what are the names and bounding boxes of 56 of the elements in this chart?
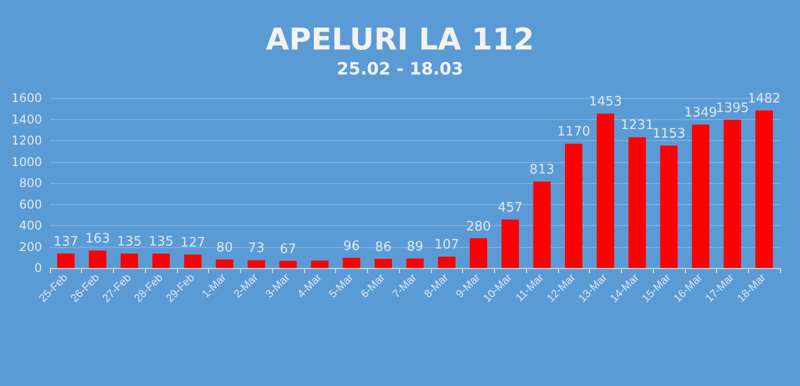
bar [279, 260, 297, 268]
bar [533, 182, 551, 268]
data-label: 813 [530, 162, 554, 178]
y-tick-label: 800 [19, 176, 42, 190]
data-label: 280 [466, 219, 491, 234]
bar [660, 145, 678, 268]
data-label: 137 [53, 234, 78, 250]
y-tick-label: 0 [34, 261, 42, 275]
chart-title: APELURI LA 112 [266, 22, 534, 58]
y-tick-label: 600 [19, 197, 42, 212]
chart-subtitle: 25.02 - 18.03 [336, 60, 464, 80]
data-label: 73 [248, 241, 265, 256]
data-label: 457 [498, 200, 523, 216]
y-tick-label: 1400 [11, 112, 42, 126]
data-label: 80 [216, 240, 233, 256]
bar [724, 120, 742, 268]
y-tick-label: 200 [19, 240, 42, 254]
data-label: 1482 [748, 92, 781, 107]
y-tick-label: 1200 [11, 134, 42, 148]
data-label: 127 [180, 236, 206, 251]
bar [152, 254, 170, 268]
bar [406, 258, 424, 268]
bar [438, 256, 456, 268]
data-label: 135 [148, 234, 174, 250]
data-label: 1349 [684, 106, 718, 121]
y-tick-label: 1600 [11, 91, 42, 105]
data-label: 1170 [557, 124, 590, 140]
bar [88, 250, 106, 268]
bar [311, 260, 329, 268]
bar [596, 114, 614, 268]
bar [57, 253, 75, 268]
data-label: 96 [343, 238, 360, 254]
y-tick-label: 400 [19, 218, 42, 232]
data-label: 135 [116, 234, 142, 250]
data-label: 1453 [588, 94, 622, 110]
bar [564, 144, 582, 268]
data-label: 1231 [620, 118, 654, 134]
data-label: 89 [406, 240, 424, 255]
bar [692, 124, 710, 268]
data-label: 1395 [716, 100, 749, 116]
bar [374, 258, 392, 268]
bar [628, 137, 646, 268]
bar [120, 254, 138, 268]
bar [755, 110, 773, 268]
data-label: 163 [85, 232, 110, 247]
data-label: 107 [434, 238, 460, 253]
data-label: 86 [374, 240, 392, 255]
bar [216, 260, 234, 268]
bar [501, 219, 519, 268]
data-label: 1153 [652, 126, 686, 142]
bar [342, 258, 360, 268]
y-tick-label: 1000 [11, 154, 42, 169]
data-label: 67 [280, 242, 296, 257]
bar [470, 238, 488, 268]
bar [184, 254, 202, 268]
bar [248, 260, 266, 268]
